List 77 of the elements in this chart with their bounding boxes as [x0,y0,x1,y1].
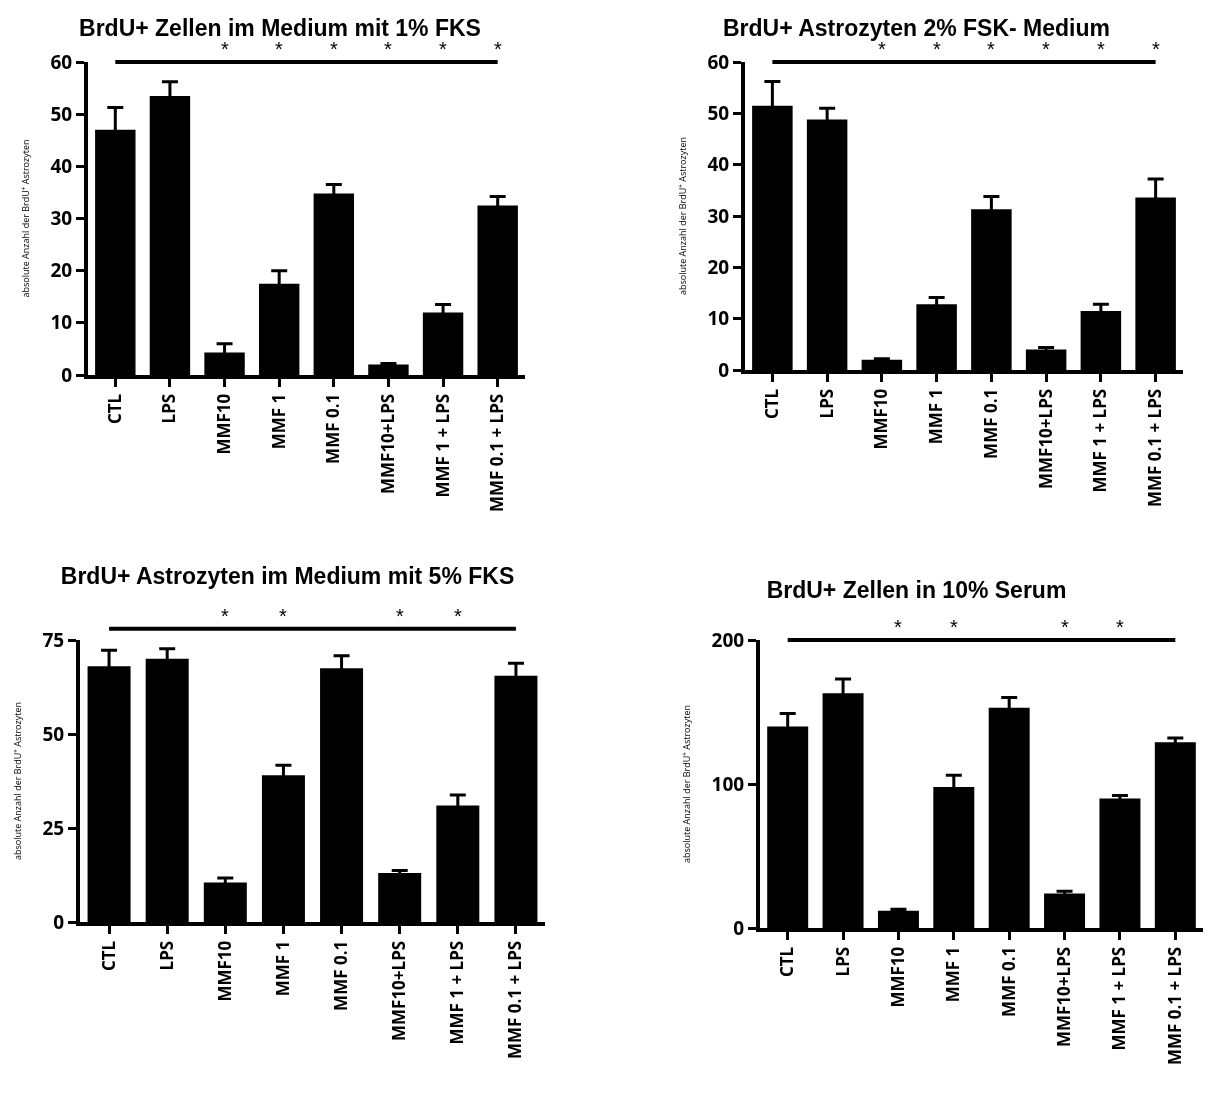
y-tick-label: 30 [50,205,73,232]
x-tick-label: MMF 0.1 [321,393,345,464]
x-tick-label: MMF10 [869,388,893,450]
y-tick-label: 30 [707,202,730,229]
text: * [221,605,229,627]
x-tick-label: CTL [775,946,799,978]
y-tick-label: 200 [711,626,745,653]
text: * [454,605,462,627]
text: * [494,38,502,60]
text: * [396,605,404,627]
y-tick-label: 40 [50,152,73,179]
y-tick-label: 0 [53,908,65,935]
text: * [330,38,338,60]
x-tick-label: MMF 0.1 [996,946,1020,1017]
y-tick-label: 60 [50,48,73,75]
chart-title: BrdU+ Astrozyten im Medium mit 5% FKS [60,563,515,590]
x-tick-label: MMF10+LPS [375,393,399,494]
text: * [1116,616,1124,638]
chart-title: BrdU+ Astrozyten 2% FSK- Medium [722,14,1111,41]
text: * [1097,38,1105,60]
x-tick-label: MMF 1 + LPS [1107,946,1131,1051]
y-tick-label: 20 [707,253,730,280]
y-tick-label: 10 [50,309,73,336]
text: * [1152,38,1160,60]
text: * [933,38,941,60]
y-tick-label: 0 [61,361,73,388]
text: * [1042,38,1050,60]
x-tick-label: CTL [96,940,120,972]
y-tick-label: 10 [707,305,730,332]
x-tick-label: MMF 1 [266,393,290,450]
y-tick-label: 0 [733,914,745,941]
x-tick-label: MMF 1 + LPS [430,393,454,498]
x-tick-label: MMF 1 [924,388,948,445]
x-tick-label: MMF 0.1 [978,388,1002,459]
y-tick-label: 40 [707,151,730,178]
y-tick-label: 0 [718,356,730,383]
x-tick-label: MMF 1 [941,946,965,1003]
text: * [384,38,392,60]
text: * [987,38,995,60]
x-tick-label: LPS [830,946,854,977]
x-tick-label: LPS [157,393,181,424]
y-tick-label: 75 [42,626,65,653]
y-tick-label: 100 [711,770,745,797]
x-tick-label: MMF10 [212,940,236,1002]
text: * [878,38,886,60]
x-tick-label: CTL [102,393,126,425]
chart-title: BrdU+ Zellen im Medium mit 1% FKS [79,14,481,41]
text: * [279,605,287,627]
y-tick-label: 60 [707,48,730,75]
x-tick-label: MMF 0.1 + LPS [503,940,527,1060]
y-tick-label: 25 [42,814,65,841]
x-tick-label: MMF10 [212,393,236,455]
x-tick-label: MMF10+LPS [1052,946,1076,1047]
x-tick-label: MMF 0.1 + LPS [1143,388,1167,508]
x-tick-label: MMF 0.1 + LPS [485,393,509,513]
text: * [439,38,447,60]
text: * [1061,616,1069,638]
x-tick-label: MMF 1 + LPS [445,940,469,1045]
y-tick-label: 50 [707,99,730,126]
x-tick-label: LPS [814,388,838,419]
x-tick-label: CTL [759,388,783,420]
y-tick-label: 20 [50,257,73,284]
text: * [221,38,229,60]
y-tick-label: 50 [42,720,65,747]
text: * [950,616,958,638]
text: * [275,38,283,60]
x-tick-label: MMF10 [885,946,909,1008]
x-tick-label: MMF10+LPS [387,940,411,1041]
x-tick-label: MMF 0.1 + LPS [1162,946,1186,1066]
y-tick-label: 50 [50,100,73,127]
x-tick-label: LPS [154,940,178,971]
x-tick-label: MMF 1 + LPS [1088,388,1112,493]
text: * [894,616,902,638]
x-tick-label: MMF 0.1 [329,940,353,1011]
x-tick-label: MMF 1 [270,940,294,997]
x-tick-label: MMF10+LPS [1033,388,1057,489]
chart-title: BrdU+ Zellen in 10% Serum [766,576,1067,603]
